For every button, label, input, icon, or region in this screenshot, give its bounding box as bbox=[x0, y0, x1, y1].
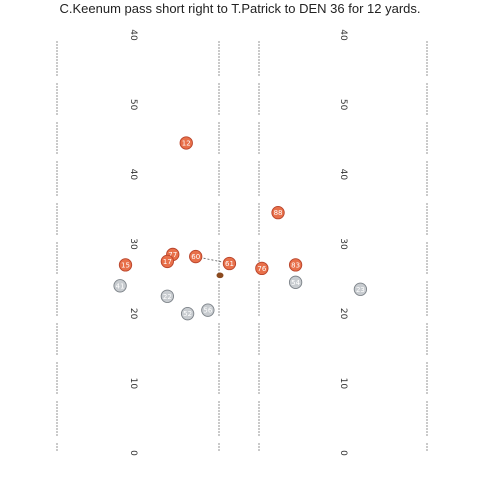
yard-label-right: 0 bbox=[338, 450, 348, 456]
yard-label-right: 20 bbox=[338, 308, 348, 320]
offense-player-marker bbox=[160, 254, 175, 269]
defense-player-marker bbox=[160, 289, 175, 303]
defense-player: 52 bbox=[180, 307, 195, 321]
offense-player-marker bbox=[189, 249, 203, 264]
play-description-title: C.Keenum pass short right to T.Patrick t… bbox=[59, 1, 421, 16]
offense-player: 61 bbox=[222, 256, 237, 271]
offense-player-number: 61 bbox=[225, 260, 234, 268]
offense-player-marker bbox=[271, 205, 285, 220]
defense-player-number: 23 bbox=[356, 286, 365, 294]
yard-label-left: 40 bbox=[128, 29, 138, 41]
offense-player-number: 15 bbox=[121, 261, 130, 269]
offense-player-number: 83 bbox=[291, 261, 300, 269]
defense-player-number: 52 bbox=[183, 310, 192, 318]
offense-player-number: 77 bbox=[168, 251, 177, 259]
defense-player: 56 bbox=[201, 303, 215, 317]
yard-label-right: 40 bbox=[338, 169, 348, 181]
offense-player-marker bbox=[179, 136, 193, 150]
offense-player-number: 76 bbox=[257, 265, 266, 273]
offense-player: 15 bbox=[118, 258, 133, 272]
offense-player-marker bbox=[118, 258, 133, 272]
offense-player: 76 bbox=[255, 261, 269, 276]
offense-player-marker bbox=[255, 261, 269, 276]
yard-label-right: 10 bbox=[338, 378, 348, 390]
defense-player: 22 bbox=[160, 289, 175, 303]
defense-player-number: 54 bbox=[291, 279, 300, 287]
defense-player-marker bbox=[180, 307, 195, 321]
players: 41 22 52 56 54 23 12 88 15 77 60 61 76 83 17 bbox=[113, 136, 368, 321]
yard-label-right: 50 bbox=[338, 99, 348, 111]
yard-labels: 0 0 10 10 20 20 30 30 40 40 50 50 40 40 bbox=[128, 29, 348, 456]
defense-player: 23 bbox=[353, 282, 368, 296]
offense-player: 12 bbox=[179, 136, 193, 150]
offense-player-number: 12 bbox=[182, 139, 191, 147]
offense-player: 88 bbox=[271, 205, 285, 220]
offense-player-number: 60 bbox=[191, 253, 200, 261]
defense-player-number: 56 bbox=[203, 307, 212, 315]
defense-player-marker bbox=[288, 275, 303, 289]
offense-player: 60 bbox=[189, 249, 203, 264]
offense-player-number: 17 bbox=[163, 258, 172, 266]
defense-player-number: 41 bbox=[116, 282, 125, 290]
defense-player: 41 bbox=[113, 279, 127, 293]
yard-label-left: 20 bbox=[128, 308, 138, 320]
yard-label-right: 40 bbox=[338, 29, 348, 41]
defense-player: 54 bbox=[288, 275, 303, 289]
yard-label-left: 50 bbox=[128, 99, 138, 111]
defense-player-marker bbox=[201, 303, 215, 317]
yard-label-right: 30 bbox=[338, 238, 348, 250]
offense-player-number: 88 bbox=[274, 209, 283, 217]
yard-label-left: 0 bbox=[128, 450, 138, 456]
defense-player-number: 22 bbox=[163, 293, 172, 301]
football-ball bbox=[216, 272, 224, 279]
hash-marks bbox=[56, 41, 428, 451]
yard-label-left: 40 bbox=[128, 169, 138, 181]
offense-player-marker bbox=[222, 256, 237, 271]
yard-label-left: 30 bbox=[128, 238, 138, 250]
offense-player: 17 bbox=[160, 254, 175, 269]
yard-label-left: 10 bbox=[128, 378, 138, 390]
offense-player-marker bbox=[288, 258, 303, 272]
offense-player: 83 bbox=[288, 258, 303, 272]
defense-player-marker bbox=[353, 282, 368, 296]
defense-player-marker bbox=[113, 279, 127, 293]
